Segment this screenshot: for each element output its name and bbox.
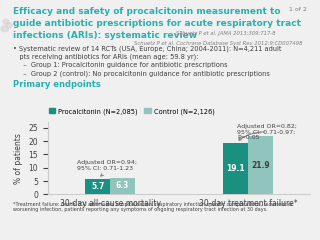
Text: 6.3: 6.3 (116, 181, 129, 191)
Text: Adjusted OR=0.94;
95% CI: 0.71-1.23: Adjusted OR=0.94; 95% CI: 0.71-1.23 (77, 160, 137, 176)
Bar (223, 144, 248, 194)
Text: 21.9: 21.9 (252, 161, 270, 170)
Text: pts receiving antibiotics for ARIs (mean age: 59.8 yr):: pts receiving antibiotics for ARIs (mean… (13, 54, 198, 60)
Text: Primary endpoints: Primary endpoints (13, 80, 100, 89)
Bar (85, 179, 110, 194)
Text: –  Group 1: Procalcitonin guidance for antibiotic prescriptions: – Group 1: Procalcitonin guidance for an… (19, 62, 228, 68)
Legend: Procalcitonin (N=2,085), Control (N=2,126): Procalcitonin (N=2,085), Control (N=2,12… (46, 106, 217, 117)
Bar (110, 178, 135, 194)
Y-axis label: % of patients: % of patients (14, 133, 23, 184)
Text: Schuetz P et al. JAMA 2013;309:717-8: Schuetz P et al. JAMA 2013;309:717-8 (176, 31, 276, 36)
Text: infections (ARIs): systematic review: infections (ARIs): systematic review (13, 31, 197, 40)
Text: Adjusted OR=0.82;
95% CI: 0.71-0.97;
P=0.05: Adjusted OR=0.82; 95% CI: 0.71-0.97; P=0… (237, 124, 297, 140)
Text: 1 of 2: 1 of 2 (289, 7, 307, 12)
Bar (248, 136, 273, 194)
Text: –  Group 2 (control): No procalcitonin guidance for antibiotic prescriptions: – Group 2 (control): No procalcitonin gu… (19, 71, 270, 77)
Text: 19.1: 19.1 (227, 164, 245, 174)
Text: • Systematic review of 14 RCTs (USA, Europe, China; 2004-2011): N=4,211 adult: • Systematic review of 14 RCTs (USA, Eur… (13, 46, 281, 52)
Text: *Treatment failure: death, ICU admission, hospitalisation, respiratory infection: *Treatment failure: death, ICU admission… (13, 202, 293, 212)
Text: 5.7: 5.7 (91, 182, 104, 191)
Text: guide antibiotic prescriptions for acute respiratory tract: guide antibiotic prescriptions for acute… (13, 19, 301, 28)
Text: Efficacy and safety of procalcitonin measurement to: Efficacy and safety of procalcitonin mea… (13, 7, 280, 16)
Text: Schuetz P et al. Cochrane Database Syst Rev 2012;9:CD007498: Schuetz P et al. Cochrane Database Syst … (134, 41, 303, 46)
